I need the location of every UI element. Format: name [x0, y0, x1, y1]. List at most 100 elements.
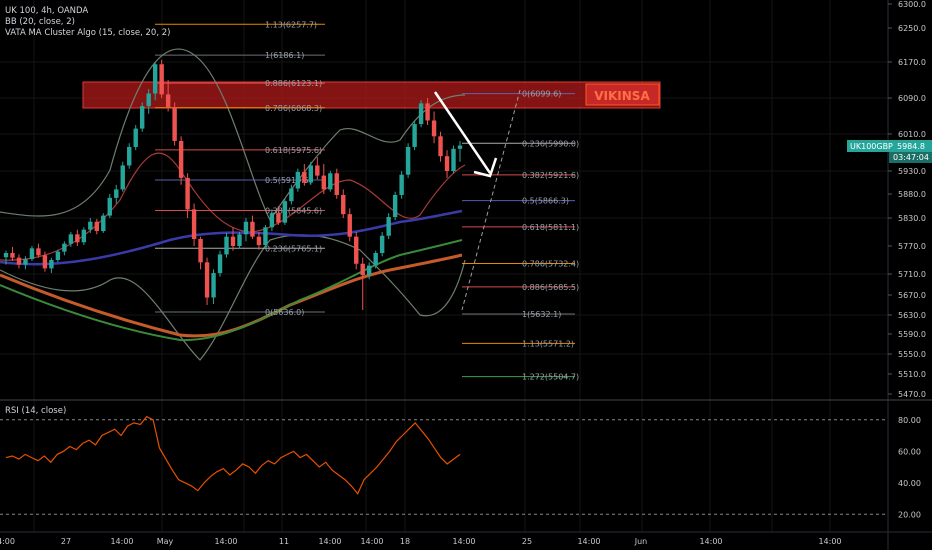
candle-body [295, 171, 301, 189]
vikinsa-watermark: VIKINSA [594, 89, 650, 103]
price-tick-label: 5470.0 [898, 390, 926, 399]
projection-arrow [433, 89, 521, 311]
rsi-axis: 80.00 60.00 40.00 20.00 [898, 416, 921, 520]
candle-body [224, 236, 229, 255]
bb-lower [0, 234, 466, 361]
fib-right-label: 0.236(5990.0) [522, 139, 579, 148]
price-tick-label: 5550.0 [898, 350, 926, 359]
price-tag-symbol: UK100GBP [850, 142, 893, 151]
price-tick-label: 5670.0 [898, 291, 926, 300]
time-axis[interactable]: 4:00 27 14:00 May 14:00 11 14:00 14:00 18 14:00 25… [0, 537, 842, 546]
fib-right-label: 0(6099.6) [522, 90, 561, 99]
price-tick-label: 5770.0 [898, 242, 926, 251]
last-price-tag: UK100GBP 5984.8 03:47:04 [847, 140, 932, 163]
fib-right-label: 1.272(5504.7) [522, 373, 579, 382]
candle-body [250, 221, 255, 237]
resistance-zone: VIKINSA [82, 81, 661, 109]
candle-body [107, 197, 112, 216]
candle-body [211, 273, 216, 298]
candlesticks [3, 59, 463, 310]
candle-body [438, 136, 443, 157]
candle-body [29, 248, 35, 260]
candle-body [269, 213, 275, 228]
candle-body [418, 103, 424, 125]
ma-green [0, 239, 463, 342]
candle-body [334, 173, 339, 195]
candle-body [373, 253, 378, 266]
candle-body [289, 188, 294, 202]
price-axis[interactable]: 6300.0 6250.0 6170.0 6090.0 6010.0 5930.0 5880… [888, 0, 926, 399]
time-tick-label: 11 [279, 537, 289, 546]
candle-body [159, 64, 164, 95]
rsi-label[interactable]: RSI (14, close) [5, 406, 66, 416]
symbol-title: UK 100, 4h, OANDA [5, 6, 88, 16]
fib-left-label: 0.382(5845.6) [265, 207, 322, 216]
candle-body [198, 239, 203, 263]
candle-body [431, 120, 437, 137]
price-tick-label: 5930.0 [898, 167, 926, 176]
candle-body [165, 94, 171, 107]
candle-body [55, 251, 61, 260]
price-tick-label: 6090.0 [898, 94, 926, 103]
bb-indicator-label[interactable]: BB (20, close, 2) [5, 17, 75, 27]
candle-body [16, 257, 22, 265]
candle-body [49, 260, 54, 269]
candle-body [127, 146, 132, 166]
candle-body [457, 145, 463, 149]
time-tick-label: Jun [634, 537, 648, 546]
rsi-line [5, 415, 461, 495]
candle-body [386, 217, 391, 236]
price-tick-label: 6010.0 [898, 130, 926, 139]
price-tick-label: 6300.0 [898, 0, 926, 9]
rsi-tick-label: 20.00 [898, 510, 921, 519]
candle-body [94, 221, 99, 232]
candle-body [360, 263, 365, 276]
time-tick-label: 14:00 [452, 537, 475, 546]
candle-body [425, 103, 430, 121]
candle-body [204, 262, 210, 298]
fib-right-label: 0.786(5732.4) [522, 260, 579, 269]
grid-lines [0, 0, 888, 532]
fib-left-label: 1(6186.1) [265, 51, 304, 60]
candle-body [399, 174, 404, 195]
vata-indicator-label[interactable]: VATA MA Cluster Algo (15, close, 20, 2) [5, 28, 170, 38]
time-tick-label: 14:00 [110, 537, 133, 546]
fib-left-label: 0.5(5910.5) [265, 176, 312, 185]
candle-body [10, 253, 15, 258]
candle-body [256, 236, 262, 246]
price-tick-label: 5510.0 [898, 370, 926, 379]
time-tick-label: 14:00 [577, 537, 600, 546]
fib-left-label: 0(5636.0) [265, 308, 304, 317]
candle-body [114, 189, 119, 198]
candle-body [191, 209, 197, 239]
rsi-tick-label: 40.00 [898, 479, 921, 488]
rsi-pane [0, 415, 888, 515]
time-tick-label: 14:00 [318, 537, 341, 546]
candle-body [282, 201, 288, 223]
bb-upper [0, 48, 466, 222]
candle-body [75, 234, 80, 243]
time-tick-label: 18 [400, 537, 410, 546]
price-tick-label: 5630.0 [898, 311, 926, 320]
candle-body [444, 156, 450, 171]
candle-body [217, 254, 223, 274]
price-tick-label: 5830.0 [898, 214, 926, 223]
candle-body [3, 253, 9, 258]
candle-body [42, 255, 48, 269]
fib-right-label: 0.5(5866.3) [522, 197, 569, 206]
fib-left-label: 0.786(6068.3) [265, 104, 322, 113]
price-tick-label: 6250.0 [898, 24, 926, 33]
candle-body [178, 140, 184, 178]
candle-body [341, 194, 346, 215]
fib-left-label: 0.618(5975.6) [265, 146, 322, 155]
time-tick-label: 14:00 [699, 537, 722, 546]
time-tick-label: 14:00 [818, 537, 841, 546]
fib-right-label: 1.13(5571.2) [522, 339, 574, 348]
fib-right-label: 1(5632.1) [522, 310, 561, 319]
time-tick-label: 27 [61, 537, 71, 546]
candle-body [243, 221, 249, 235]
fib-right-label: 0.382(5921.6) [522, 171, 579, 180]
candle-body [302, 171, 307, 183]
time-tick-label: 14:00 [360, 537, 383, 546]
